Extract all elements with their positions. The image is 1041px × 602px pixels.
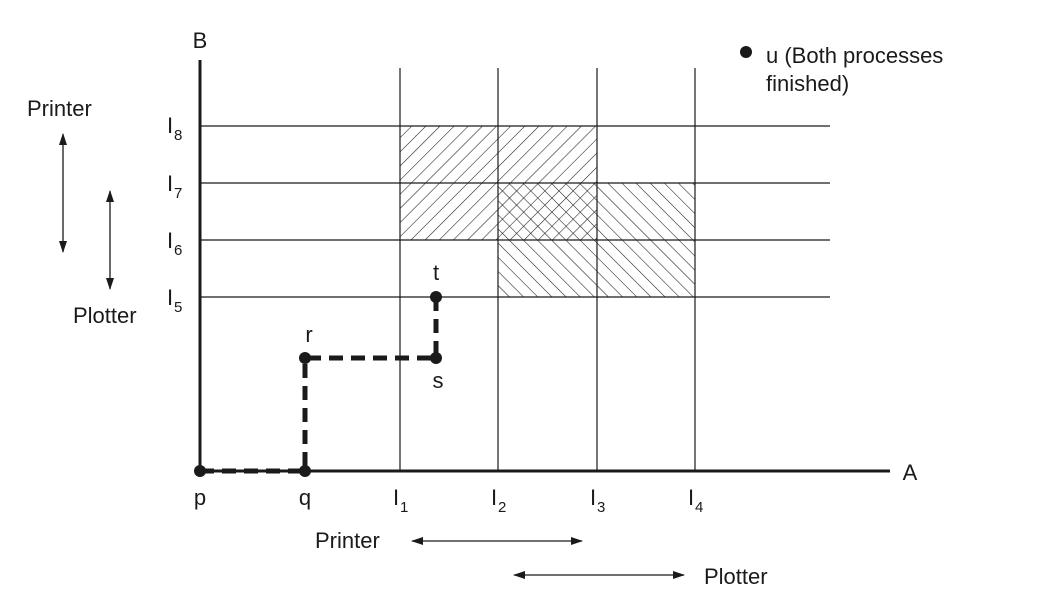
y-tick-i6: I 6: [167, 228, 182, 259]
y-tick-i5: I 5: [167, 285, 182, 316]
point-p-label: p: [194, 485, 206, 510]
svg-text:I: I: [590, 485, 596, 510]
svg-text:5: 5: [174, 299, 182, 316]
svg-text:I: I: [167, 171, 173, 196]
x-tick-i1: I 1: [393, 485, 408, 516]
point-p-marker: [194, 465, 206, 477]
point-u-marker: [740, 46, 752, 58]
svg-text:I: I: [167, 228, 173, 253]
point-s-marker: [430, 352, 442, 364]
x-axis-label: A: [903, 460, 918, 485]
x-tick-i4: I 4: [688, 485, 703, 516]
point-q-marker: [299, 465, 311, 477]
point-q-label: q: [299, 485, 311, 510]
svg-text:6: 6: [174, 242, 182, 259]
y-tick-i7: I 7: [167, 171, 182, 202]
execution-trajectory: [200, 297, 439, 474]
point-t-marker: [430, 291, 442, 303]
svg-text:8: 8: [174, 127, 182, 144]
point-s-label: s: [433, 368, 444, 393]
point-r-label: r: [305, 322, 312, 347]
y-range-plotter-label: Plotter: [73, 303, 137, 328]
svg-text:2: 2: [498, 499, 506, 516]
svg-text:I: I: [167, 285, 173, 310]
x-tick-i2: I 2: [491, 485, 506, 516]
svg-text:3: 3: [597, 499, 605, 516]
svg-text:I: I: [393, 485, 399, 510]
point-r-marker: [299, 352, 311, 364]
x-tick-i3: I 3: [590, 485, 605, 516]
svg-text:1: 1: [400, 499, 408, 516]
svg-text:I: I: [167, 113, 173, 138]
point-t-label: t: [433, 260, 439, 285]
y-axis-label: B: [193, 28, 208, 53]
svg-text:I: I: [688, 485, 694, 510]
x-range-plotter-label: Plotter: [704, 564, 768, 589]
point-u-label-line1: u (Both processes: [766, 43, 943, 68]
svg-text:I: I: [491, 485, 497, 510]
svg-text:4: 4: [695, 499, 703, 516]
point-u-label-line2: finished): [766, 71, 849, 96]
x-range-printer-label: Printer: [315, 528, 380, 553]
y-tick-i8: I 8: [167, 113, 182, 144]
svg-text:7: 7: [174, 185, 182, 202]
y-range-printer-label: Printer: [27, 96, 92, 121]
